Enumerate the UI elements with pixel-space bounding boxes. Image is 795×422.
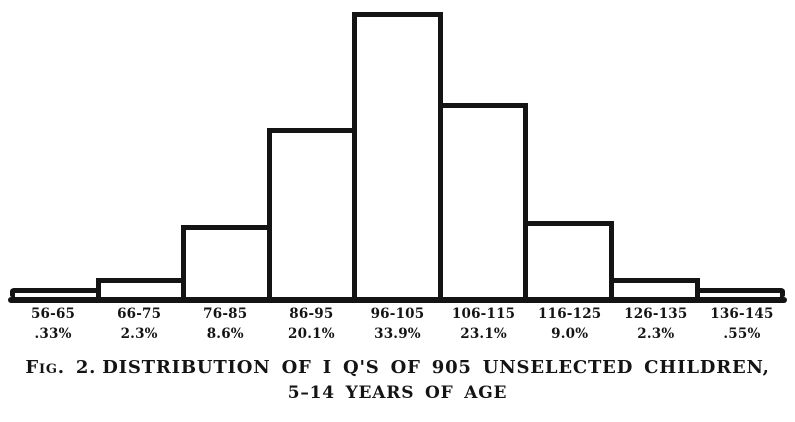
histogram-bar	[694, 288, 786, 297]
percent-label: 9.0%	[551, 326, 589, 342]
histogram-bar	[95, 278, 187, 297]
bin-label: 86-95	[289, 306, 334, 322]
percent-label: 8.6%	[206, 326, 244, 342]
percent-label: .55%	[723, 326, 761, 342]
histogram-bar	[608, 278, 700, 297]
histogram-bar	[437, 103, 529, 297]
histogram-bars	[10, 0, 786, 297]
percent-label: 2.3%	[120, 326, 158, 342]
bin-label: 126-135	[624, 306, 688, 322]
bin-label: 76-85	[203, 306, 248, 322]
figure-number-label: Fig. 2.	[25, 357, 97, 378]
histogram-bar	[352, 12, 443, 297]
percent-label: 33.9%	[374, 326, 421, 342]
x-axis-line	[8, 297, 787, 303]
percent-labels-row: .33% 2.3% 8.6% 20.1% 33.9% 23.1% 9.0% 2.3% .55%	[10, 326, 785, 342]
bin-label: 106-115	[451, 306, 516, 322]
percent-label: 2.3%	[637, 326, 675, 342]
histogram-bar	[266, 128, 358, 297]
histogram-bar	[10, 288, 101, 297]
figure-caption: Fig. 2. DISTRIBUTION OF I Q'S OF 905 UNSE…	[0, 355, 795, 406]
bin-label: 56-65	[30, 306, 76, 322]
caption-title-text: DISTRIBUTION OF I Q'S OF 905 UNSELECTED …	[102, 357, 770, 378]
bin-label: 136-145	[710, 306, 774, 322]
bin-label: 96-105	[370, 306, 425, 322]
bin-label: 116-125	[538, 306, 602, 322]
histogram-bar	[523, 221, 614, 297]
percent-label: .33%	[34, 326, 72, 342]
bin-labels-row: 56-65 66-75 76-85 86-95 96-105 106-115 116-125…	[10, 306, 785, 322]
histogram-bar	[181, 225, 272, 297]
percent-label: 23.1%	[460, 326, 507, 342]
percent-label: 20.1%	[288, 326, 335, 342]
caption-line-1: Fig. 2. DISTRIBUTION OF I Q'S OF 905 UNSE…	[0, 355, 795, 381]
caption-line-2: 5–14 YEARS OF AGE	[287, 383, 508, 404]
bin-label: 66-75	[117, 306, 162, 322]
